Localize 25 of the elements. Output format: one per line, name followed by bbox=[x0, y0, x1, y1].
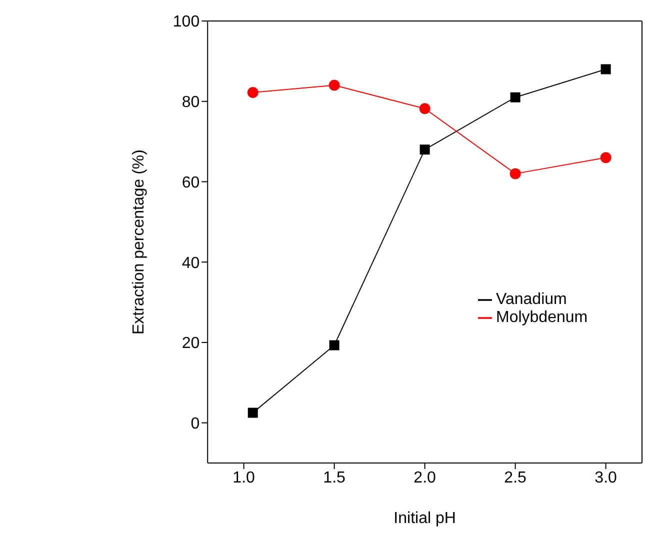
y-tick-label: 20 bbox=[182, 335, 200, 352]
x-tick-label: 1.5 bbox=[323, 469, 346, 486]
point bbox=[247, 87, 258, 98]
point bbox=[510, 168, 521, 180]
y-tick-label: 40 bbox=[182, 254, 200, 272]
point bbox=[600, 152, 612, 164]
point bbox=[328, 80, 340, 91]
x-tick-label: 2.5 bbox=[504, 469, 527, 486]
y-tick-label: 80 bbox=[182, 94, 200, 112]
point bbox=[248, 408, 258, 418]
y-tick-label: 60 bbox=[182, 174, 200, 192]
y-tick-label: 100 bbox=[172, 14, 200, 31]
x-tick-label: 1.0 bbox=[232, 469, 256, 486]
x-tick-label: 2.0 bbox=[414, 469, 436, 486]
point bbox=[420, 144, 430, 155]
y-tick-label: 0 bbox=[190, 416, 200, 432]
point bbox=[510, 92, 520, 102]
y-axis-title: Extraction percentage (%) bbox=[130, 150, 148, 334]
point bbox=[600, 64, 611, 74]
legend-label: Molybdenum bbox=[496, 309, 588, 326]
legend-label: Vanadium bbox=[496, 291, 567, 308]
point bbox=[329, 340, 340, 350]
point bbox=[419, 103, 430, 114]
x-axis-title: Initial pH bbox=[394, 510, 456, 527]
x-tick-label: 3.0 bbox=[594, 469, 618, 486]
